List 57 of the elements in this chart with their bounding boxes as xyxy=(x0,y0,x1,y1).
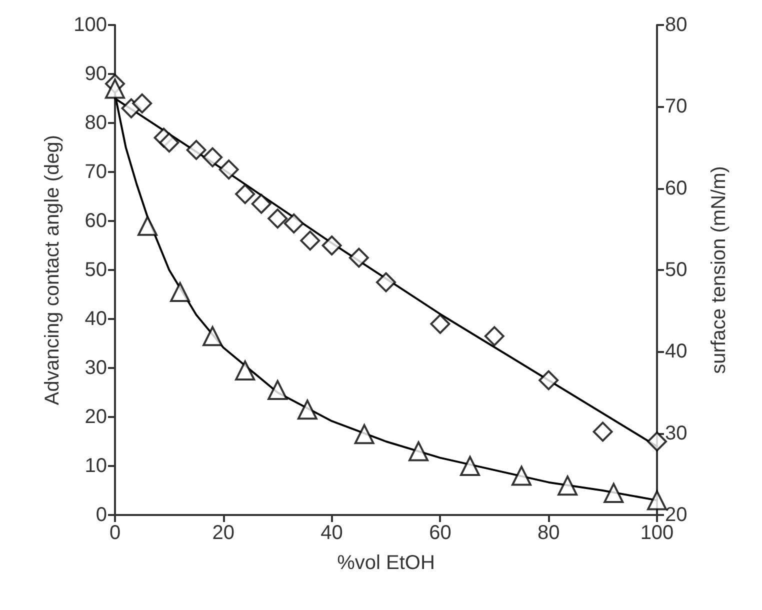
y-tick-label: 80 xyxy=(84,112,107,134)
x-tick-label: 80 xyxy=(537,522,560,544)
x-tick-label: 20 xyxy=(212,522,235,544)
y-tick-label: 10 xyxy=(84,455,107,477)
point xyxy=(484,326,504,346)
y-tick-label: 50 xyxy=(84,259,107,281)
y-axis-title: Advancing contact angle (deg) xyxy=(42,134,64,406)
point xyxy=(408,441,429,462)
x-tick-label: 60 xyxy=(429,522,452,544)
point xyxy=(138,216,158,236)
point xyxy=(348,248,369,268)
point xyxy=(170,282,190,302)
point xyxy=(322,236,342,256)
point xyxy=(300,230,320,251)
y2-tick-label: 40 xyxy=(665,340,688,363)
x-tick-label: 40 xyxy=(320,522,343,544)
point xyxy=(538,370,559,390)
point xyxy=(376,272,396,292)
y-tick-label: 0 xyxy=(96,504,107,526)
point xyxy=(202,147,223,168)
point xyxy=(159,132,180,153)
point xyxy=(430,314,450,334)
y2-tick-label: 80 xyxy=(665,14,688,36)
y-tick-label: 70 xyxy=(84,161,107,183)
point xyxy=(105,78,125,99)
point xyxy=(354,424,374,444)
point xyxy=(235,360,256,380)
point xyxy=(202,326,223,346)
point xyxy=(592,422,613,442)
y2-tick-label: 50 xyxy=(665,259,688,281)
y-tick-label: 100 xyxy=(74,14,107,36)
y-tick-label: 20 xyxy=(84,406,107,428)
point xyxy=(132,93,152,114)
point xyxy=(268,380,288,400)
y2-tick-label: 70 xyxy=(665,96,688,118)
y-tick-label: 60 xyxy=(84,210,107,232)
point xyxy=(604,482,624,503)
point xyxy=(186,140,206,160)
point xyxy=(284,213,304,234)
point xyxy=(297,400,318,420)
point xyxy=(235,184,256,204)
point xyxy=(558,476,578,496)
y-tick-label: 30 xyxy=(84,357,107,379)
point xyxy=(647,490,667,510)
y-tick-label: 40 xyxy=(84,308,107,330)
x-tick-label: 0 xyxy=(109,522,121,544)
x-axis-title: %vol EtOH xyxy=(337,552,435,574)
point xyxy=(268,208,288,229)
point xyxy=(251,194,272,214)
y2-axis-title: surface tension (mN/m) xyxy=(708,166,730,374)
y2-tick-label: 60 xyxy=(665,177,688,200)
point xyxy=(512,466,532,486)
point xyxy=(647,432,667,452)
point xyxy=(460,456,480,476)
point xyxy=(218,160,239,180)
y2-tick-label: 30 xyxy=(665,422,688,444)
y-tick-label: 90 xyxy=(84,63,107,85)
